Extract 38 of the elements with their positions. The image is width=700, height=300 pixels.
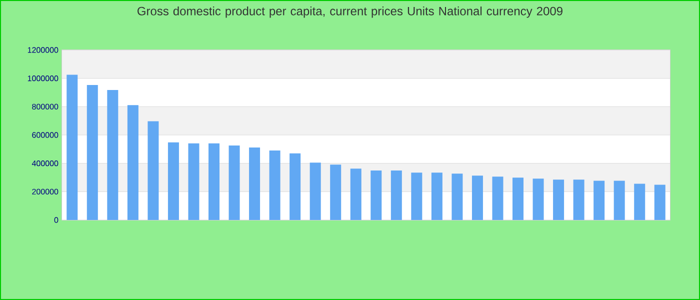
y-tick-label: 800000 (32, 104, 58, 110)
bar (411, 172, 422, 220)
bar (370, 170, 382, 220)
bar (330, 164, 342, 220)
bar (269, 150, 280, 220)
y-tick-label: 1000000 (28, 76, 58, 82)
chart-title: Gross domestic product per capita, current prices Units National currency 2009 (138, 6, 562, 18)
bar (86, 84, 98, 220)
bar (127, 105, 138, 220)
bar (431, 172, 442, 220)
bar (472, 176, 483, 220)
bar (107, 90, 118, 220)
bar (228, 145, 240, 220)
bar (634, 184, 646, 220)
bar (512, 178, 524, 220)
bar (208, 143, 220, 220)
y-tick-label: 600000 (32, 132, 58, 138)
bar (310, 162, 321, 220)
bar (553, 180, 564, 220)
bar (249, 147, 260, 220)
bar (452, 174, 463, 220)
bar (290, 153, 301, 220)
y-tick-label: 0 (54, 217, 58, 223)
bar (654, 184, 666, 220)
bar (614, 180, 625, 220)
y-tick-label: 200000 (32, 188, 58, 194)
bar (390, 170, 402, 220)
bar (573, 180, 584, 220)
bar (532, 178, 544, 220)
bar (168, 142, 179, 220)
y-tick-label: 1200000 (28, 47, 58, 53)
bar (350, 168, 362, 220)
bar (148, 121, 159, 220)
bar (66, 74, 78, 220)
bar (492, 176, 504, 220)
y-tick-label: 400000 (32, 160, 58, 166)
bar (594, 180, 605, 220)
bar (188, 143, 200, 220)
